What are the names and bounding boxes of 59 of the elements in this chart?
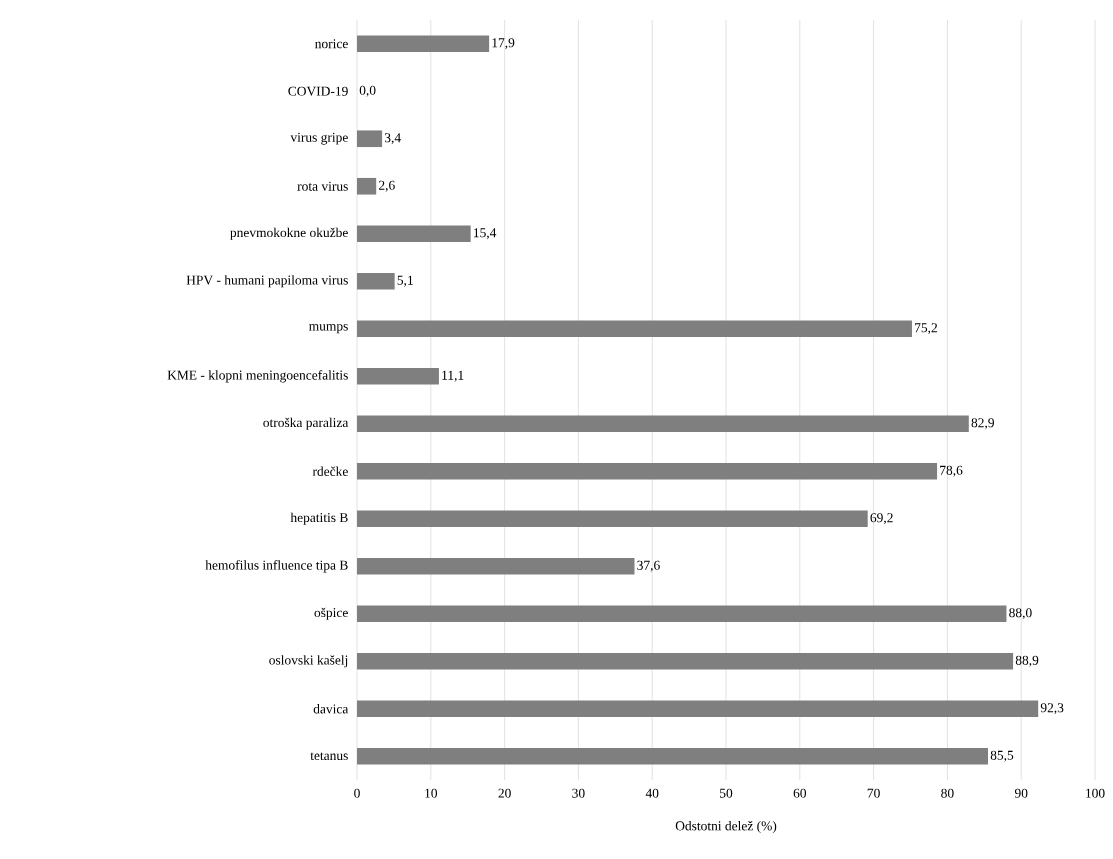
data-label: 37,6	[637, 560, 660, 572]
data-label: 11,1	[442, 370, 464, 382]
y-tick-label: COVID-19	[288, 86, 348, 96]
y-tick-label: virus gripe	[290, 132, 348, 145]
y-tick-label: davica	[313, 704, 349, 714]
y-tick-label: ošpice	[314, 607, 348, 620]
x-tick-label: 30	[572, 788, 585, 798]
bar	[357, 605, 1007, 623]
bar	[357, 462, 938, 480]
data-label: 88,0	[1009, 608, 1032, 620]
data-label: 78,6	[940, 465, 963, 477]
data-label: 15,4	[474, 228, 497, 240]
data-label: 75,2	[915, 323, 937, 335]
y-tick-label: rota virus	[297, 181, 348, 191]
x-tick-label: 40	[645, 788, 659, 798]
x-tick-label: 50	[720, 788, 733, 798]
x-tick-label: 90	[1014, 788, 1028, 798]
bar	[357, 130, 383, 148]
bar	[357, 700, 1039, 718]
y-tick-label: norice	[315, 39, 348, 49]
y-tick-label: otroška paraliza	[263, 417, 349, 430]
bar	[357, 225, 471, 243]
bar	[357, 557, 635, 575]
y-tick-label: tetanus	[310, 752, 348, 761]
bar	[357, 510, 868, 528]
y-tick-label: mumps	[309, 324, 348, 334]
data-label: 69,2	[870, 513, 893, 525]
bar	[357, 177, 377, 195]
data-label: 0,0	[359, 85, 376, 97]
x-tick-label: 80	[941, 788, 954, 798]
bar	[357, 272, 395, 290]
y-tick-label: rdečke	[312, 466, 348, 476]
x-tick-label: 70	[867, 788, 880, 798]
bar	[357, 35, 490, 53]
y-tick-label: HPV - humani papiloma virus	[186, 275, 348, 288]
bar	[357, 367, 439, 385]
data-label: 2,6	[378, 180, 395, 192]
x-axis-title: Odstotni delež (%)	[675, 820, 777, 834]
bar	[357, 320, 912, 338]
y-tick-label: oslovski kašelj	[269, 655, 348, 668]
x-tick-label: 100	[1086, 788, 1105, 798]
data-label: 5,1	[397, 275, 413, 287]
data-label: 17,9	[492, 38, 515, 50]
y-tick-label: hemofilus influence tipa B	[205, 560, 348, 573]
x-tick-label: 20	[498, 788, 511, 798]
y-tick-label: KME - klopni meningoencefalitis	[167, 370, 348, 383]
bar	[357, 652, 1014, 670]
bar	[357, 747, 988, 765]
data-label: 3,4	[384, 133, 401, 145]
data-label: 82,9	[971, 418, 994, 430]
x-tick-label: 0	[354, 788, 360, 798]
bar	[357, 415, 969, 433]
data-label: 85,5	[990, 750, 1014, 762]
y-tick-label: hepatitis B	[290, 512, 348, 525]
x-tick-label: 60	[793, 788, 807, 798]
data-label: 92,3	[1040, 703, 1064, 715]
x-tick-label: 10	[425, 788, 438, 798]
data-label: 88,9	[1015, 655, 1039, 667]
y-tick-label: pnevmokokne okužbe	[230, 227, 348, 240]
